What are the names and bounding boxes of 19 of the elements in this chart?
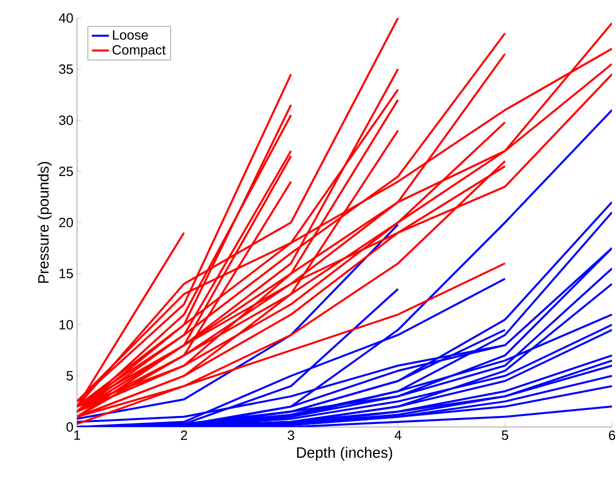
y-tick-label: 35 [59,64,73,74]
y-tick-label: 15 [60,268,73,278]
x-axis-title: Depth (inches) [297,446,392,461]
y-tick-label: 20 [59,218,73,228]
y-tick-label: 10 [60,320,73,330]
legend-label: Loose [113,30,148,40]
y-tick-label: 5 [66,371,73,381]
y-tick-label: 25 [59,166,73,176]
x-tick-label: 3 [288,430,294,440]
x-tick-label: 6 [608,430,616,440]
x-tick-label: 4 [394,430,402,440]
y-tick-label: 30 [59,115,73,126]
y-axis-title: Pressure (pounds) [38,162,52,283]
x-tick-label: 1 [74,430,80,440]
x-tick-label: 2 [180,430,188,440]
y-tick-label: 40 [58,13,73,23]
legend-label: Compact [112,45,166,58]
x-tick-label: 5 [502,430,508,440]
y-tick-label: 0 [66,422,73,432]
